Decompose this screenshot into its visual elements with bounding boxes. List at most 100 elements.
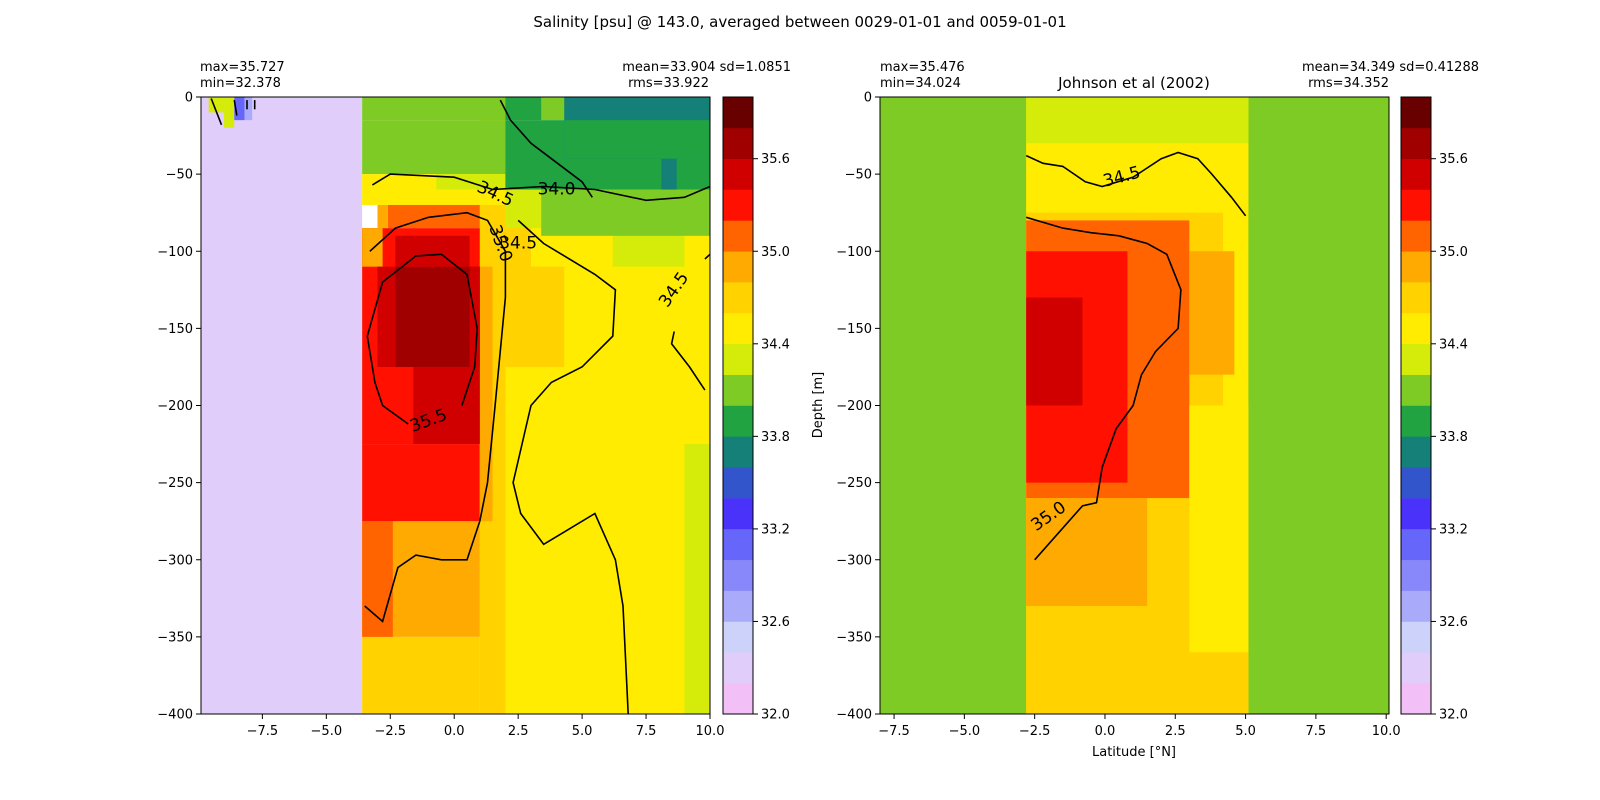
y-tick-label: −50 [166, 168, 193, 183]
y-tick-label: −50 [845, 168, 872, 183]
obs-y-axis-label: Depth [m] [811, 372, 826, 439]
contour-line [512, 219, 629, 714]
obs-stat-rms: rms=34.352 [1308, 76, 1389, 91]
salinity-cell [479, 266, 493, 522]
y-tick-label: −200 [157, 399, 193, 414]
colorbar-swatch [1401, 405, 1431, 437]
x-tick-label: −7.5 [247, 724, 279, 739]
colorbar-swatch [1401, 127, 1431, 159]
obs-plot-area: 34.535.0 [880, 97, 1389, 714]
colorbar-swatch [723, 498, 753, 530]
colorbar-tick-label: 35.0 [1439, 245, 1468, 260]
colorbar-tick-label: 33.8 [761, 430, 790, 445]
colorbar-swatch [723, 436, 753, 468]
salinity-cell [362, 228, 383, 267]
model-stat-min: min=32.378 [200, 76, 281, 91]
y-tick-label: −400 [157, 708, 193, 723]
y-tick-label: −250 [157, 476, 193, 491]
contour-line [371, 173, 710, 202]
colorbar-swatch [1401, 559, 1431, 591]
x-tick-label: 2.5 [508, 724, 529, 739]
colorbar-swatch [723, 467, 753, 499]
colorbar-swatch [723, 220, 753, 252]
obs-stat-max: max=35.476 [880, 60, 965, 75]
model-axes: −7.5 −5.0 −2.5 0.0 2.5 5.0 7.5 10.0 0 −50 −100 −150… [157, 91, 724, 740]
salinity-cell [661, 158, 677, 190]
colorbar-swatch [723, 528, 753, 561]
salinity-cell [1026, 143, 1249, 213]
salinity-cell [362, 120, 506, 175]
colorbar-tick-label: 34.4 [761, 337, 790, 352]
x-tick-label: −2.5 [1019, 724, 1051, 739]
salinity-cell [564, 120, 710, 159]
colorbar-swatch [723, 374, 753, 406]
y-tick-label: −400 [836, 708, 872, 723]
model-colorbar: 32.0 32.6 33.2 33.8 34.4 35.0 35.6 [722, 96, 790, 723]
salinity-cell [1026, 97, 1249, 144]
colorbar-swatch [723, 189, 753, 221]
obs-panel-title: Johnson et al (2002) [1057, 74, 1210, 92]
y-tick-label: −350 [836, 630, 872, 645]
colorbar-swatch [723, 251, 753, 283]
salinity-cell [684, 444, 710, 714]
model-panel: max=35.727 min=32.378 mean=33.904 sd=1.0… [157, 60, 791, 739]
colorbar-swatch [1401, 343, 1431, 375]
colorbar-tick-label: 32.0 [1439, 708, 1468, 723]
contour-line [704, 253, 710, 260]
colorbar-swatch [723, 652, 753, 684]
salinity-cell [1026, 652, 1249, 714]
salinity-cell [505, 189, 542, 229]
contour-line [366, 253, 479, 425]
contour-line [670, 331, 706, 391]
obs-x-axis-label: Latitude [°N] [1092, 745, 1176, 760]
contour-line [1025, 216, 1182, 561]
colorbar-swatch [723, 127, 753, 159]
x-tick-label: 7.5 [1306, 724, 1327, 739]
colorbar-tick-label: 33.2 [1439, 522, 1468, 537]
salinity-cell [362, 444, 480, 522]
colorbar-swatch [723, 621, 753, 653]
colorbar-tick-label: 32.6 [1439, 615, 1468, 630]
colorbar-swatch [1401, 590, 1431, 622]
y-tick-label: −200 [836, 399, 872, 414]
colorbar-swatch [723, 282, 753, 314]
colorbar-swatch [1401, 498, 1431, 530]
colorbar-tick-label: 33.8 [1439, 430, 1468, 445]
y-tick-label: 0 [185, 91, 193, 106]
x-tick-label: 10.0 [696, 724, 725, 739]
x-tick-label: −7.5 [878, 724, 910, 739]
colorbar-frame [1400, 96, 1432, 715]
contour-line [499, 99, 593, 198]
colorbar-swatch [723, 158, 753, 190]
y-tick-label: 0 [864, 91, 872, 106]
salinity-cell [244, 97, 253, 121]
salinity-cell [676, 158, 710, 190]
x-tick-label: 2.5 [1165, 724, 1186, 739]
contour-line [1025, 151, 1247, 217]
colorbar-swatch [1401, 158, 1431, 190]
colorbar-swatch [1401, 652, 1431, 684]
colorbar-swatch [1401, 621, 1431, 653]
y-tick-label: −100 [157, 245, 193, 260]
contour-label: 34.0 [538, 180, 576, 200]
y-tick-label: −100 [836, 245, 872, 260]
salinity-cell [362, 521, 393, 637]
x-tick-label: 5.0 [572, 724, 593, 739]
obs-colorbar: 32.0 32.6 33.2 33.8 34.4 35.0 35.6 [1400, 96, 1468, 723]
colorbar-swatch [723, 683, 753, 715]
colorbar-tick-label: 32.6 [761, 615, 790, 630]
obs-axes: −7.5 −5.0 −2.5 0.0 2.5 5.0 7.5 10.0 0 −50 −100 −150… [836, 91, 1400, 740]
colorbar-swatch [1401, 189, 1431, 221]
salinity-cell [505, 266, 565, 367]
salinity-cell [1026, 297, 1083, 406]
model-stat-rms: rms=33.922 [628, 76, 709, 91]
colorbar-swatch [723, 312, 753, 345]
y-tick-label: −300 [836, 553, 872, 568]
x-tick-label: −5.0 [949, 724, 981, 739]
colorbar-swatch [723, 590, 753, 622]
colorbar-swatch [1401, 220, 1431, 252]
salinity-cell [224, 97, 235, 128]
colorbar-tick-label: 33.2 [761, 522, 790, 537]
x-tick-label: 10.0 [1372, 724, 1401, 739]
